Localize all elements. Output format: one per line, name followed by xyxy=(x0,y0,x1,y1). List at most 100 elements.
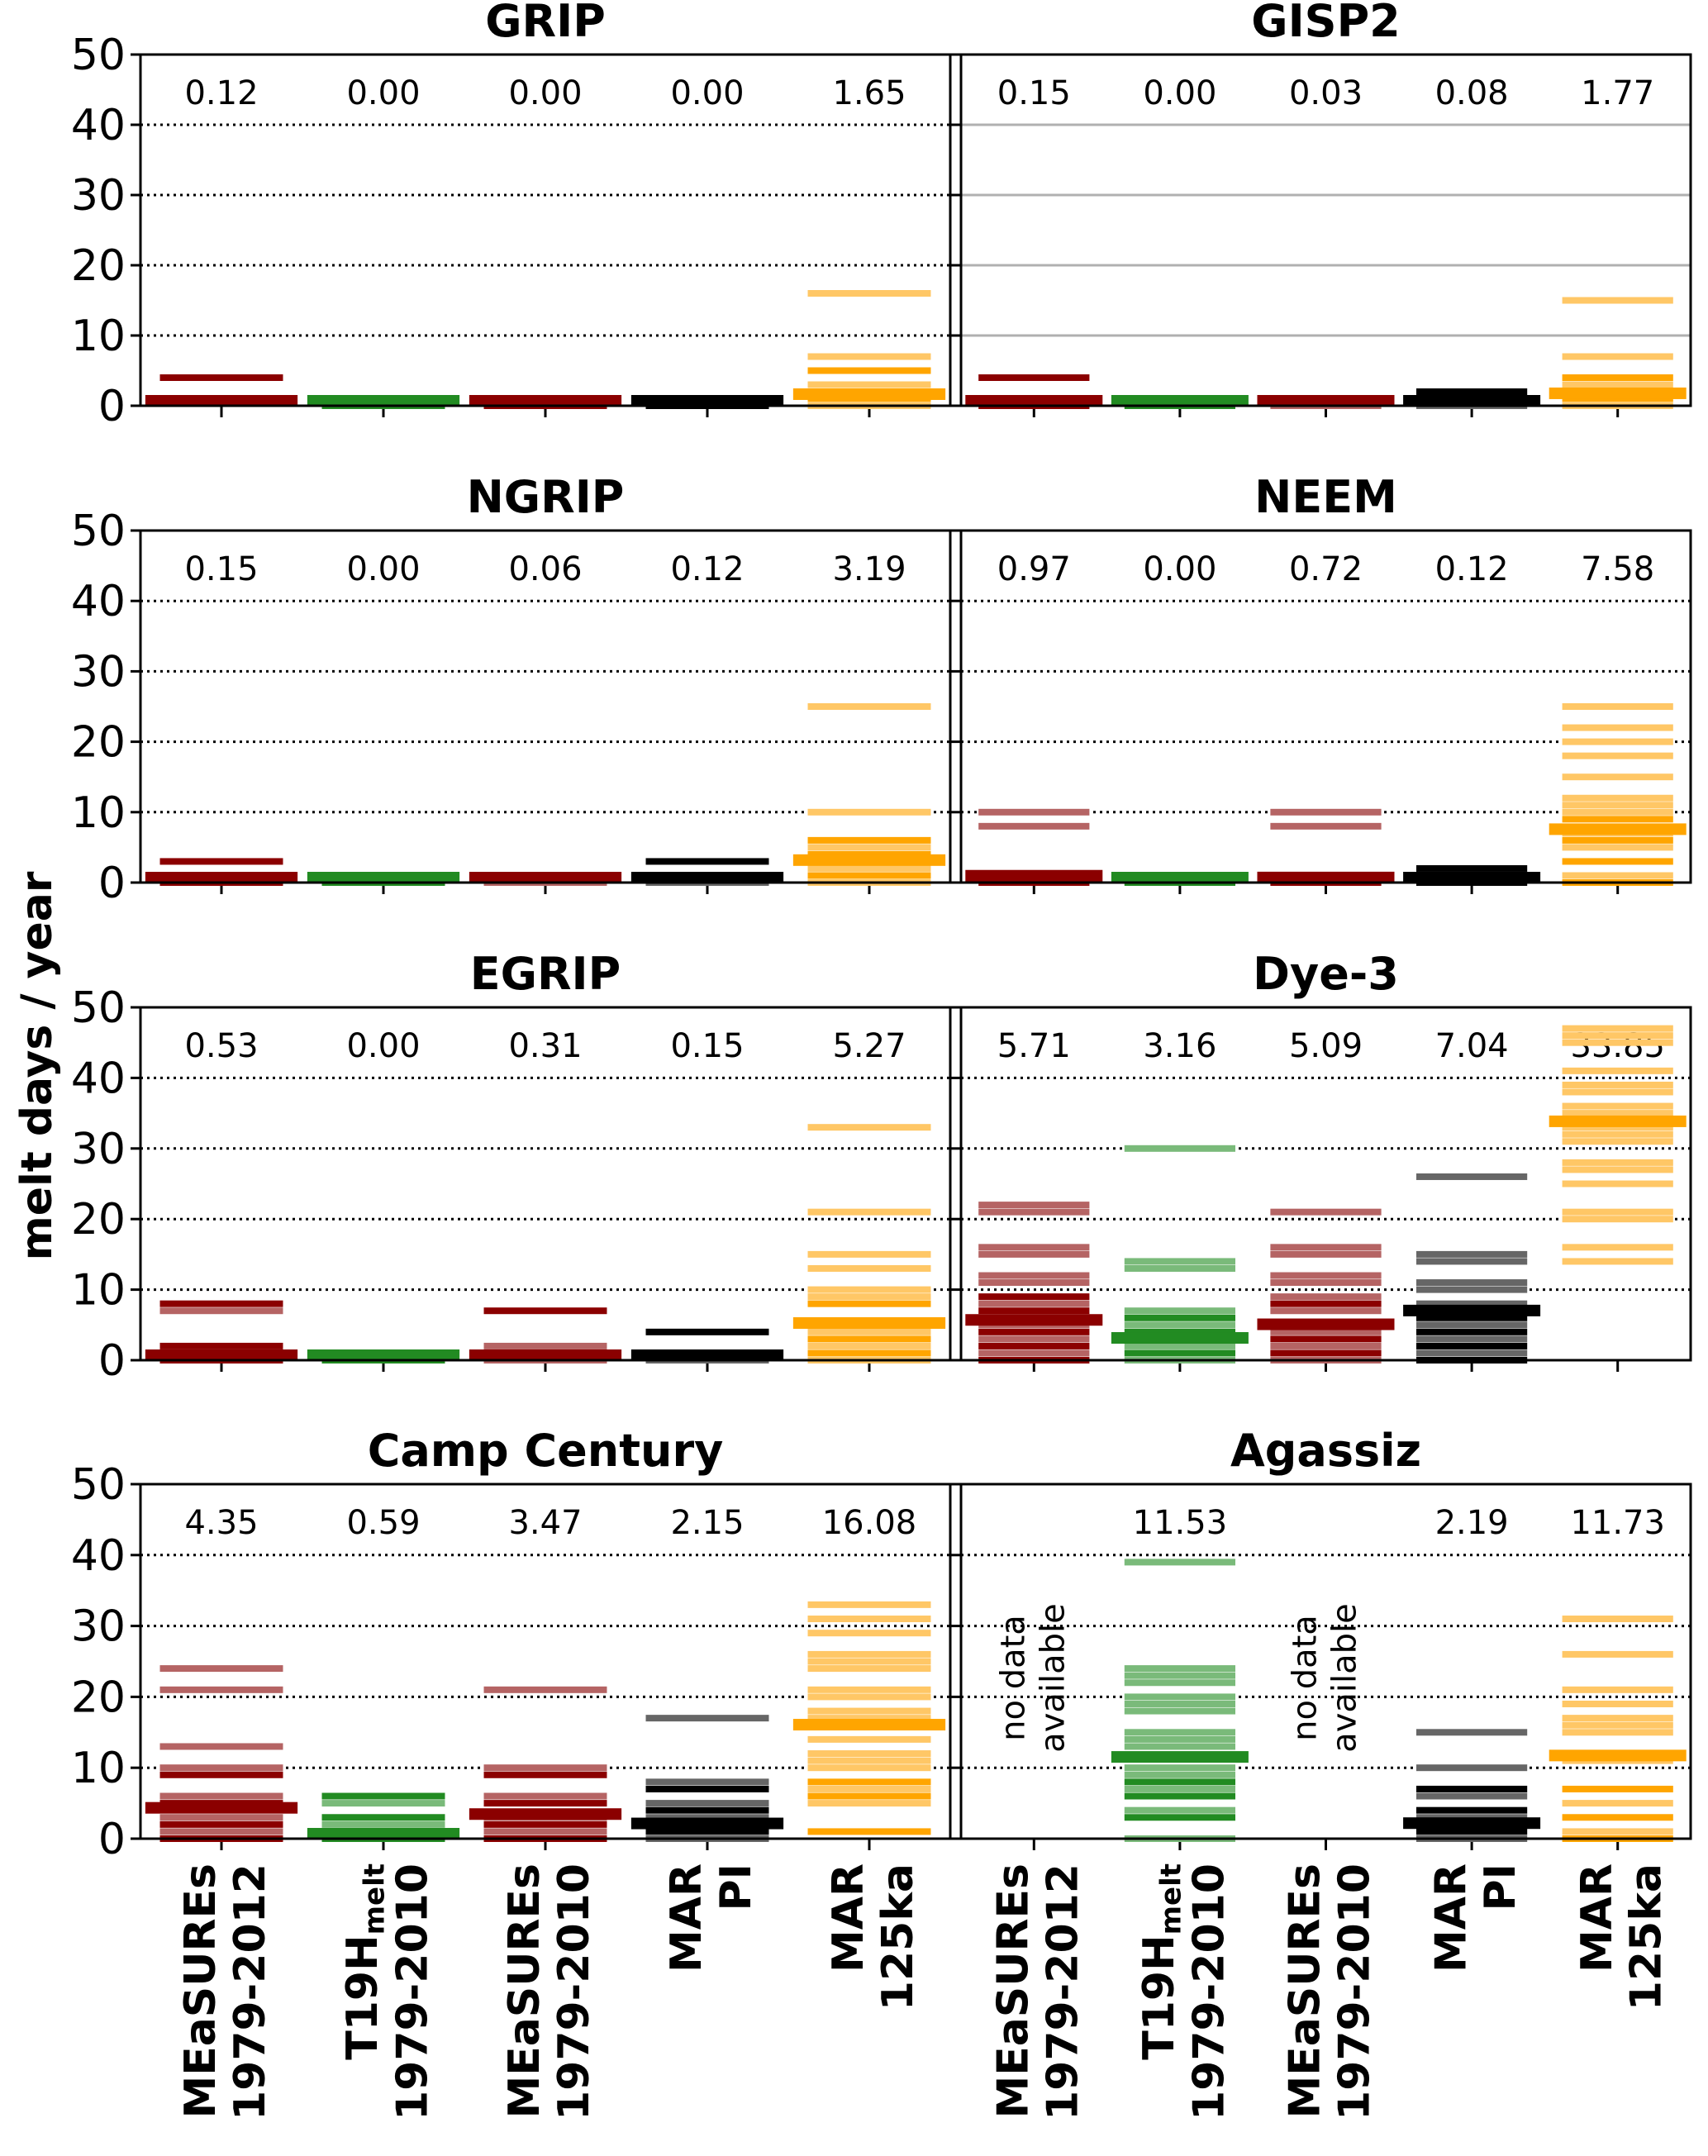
year-line xyxy=(978,822,1090,830)
year-line xyxy=(159,1686,283,1693)
year-line xyxy=(1124,1729,1236,1736)
mean-bar xyxy=(469,1349,622,1361)
plot-frame xyxy=(139,529,952,884)
mean-label: 5.27 xyxy=(832,1027,906,1065)
year-line xyxy=(807,1124,931,1131)
mean-label: 0.00 xyxy=(1143,550,1216,588)
year-line xyxy=(1415,1250,1528,1258)
year-line xyxy=(483,1764,607,1772)
year-line xyxy=(1124,1672,1236,1679)
mean-label: 0.53 xyxy=(184,1027,258,1065)
y-tick-label: 10 xyxy=(71,312,126,361)
y-tick-label: 30 xyxy=(71,647,126,697)
year-line xyxy=(1270,1328,1382,1335)
year-line xyxy=(1562,872,1673,879)
plot-frame xyxy=(959,1483,1692,1840)
year-line xyxy=(1415,1349,1528,1357)
year-line xyxy=(807,1616,931,1623)
mean-bar xyxy=(1403,1817,1541,1830)
year-line xyxy=(1562,808,1673,816)
year-line xyxy=(1415,1173,1528,1180)
y-tick-label: 0 xyxy=(98,1336,126,1386)
mean-bar xyxy=(469,872,622,883)
year-line xyxy=(1270,1293,1382,1301)
year-line xyxy=(483,1342,607,1349)
year-line xyxy=(807,1601,931,1608)
year-line xyxy=(1562,353,1673,360)
mean-bar xyxy=(1111,872,1249,883)
year-line xyxy=(807,1349,931,1357)
year-line xyxy=(1562,1159,1673,1166)
x-tick-label: MAR125ka xyxy=(1572,1863,1672,2011)
y-tick-label: 40 xyxy=(71,101,126,150)
year-line xyxy=(1415,388,1528,395)
mean-bar xyxy=(1549,1749,1687,1762)
year-line xyxy=(807,1264,931,1272)
year-line xyxy=(159,374,283,381)
mean-bar xyxy=(145,1801,298,1814)
year-line xyxy=(645,1778,769,1786)
year-line xyxy=(1124,1771,1236,1778)
year-line xyxy=(807,1650,931,1658)
year-line xyxy=(1562,1166,1673,1173)
mean-bar xyxy=(792,388,946,400)
mean-bar xyxy=(1403,1304,1541,1316)
year-line xyxy=(159,1342,283,1349)
year-line xyxy=(978,1272,1090,1279)
y-tick-label: 20 xyxy=(71,1673,126,1722)
panel-egrip: EGRIP 0 10 20 30 40 50 0.53 0.00 0.31 0.15 5.27 xyxy=(71,948,952,1386)
year-line xyxy=(978,1244,1090,1251)
year-line xyxy=(1124,1785,1236,1792)
year-line xyxy=(321,1792,445,1800)
mean-label: 3.16 xyxy=(1143,1027,1216,1065)
panel-grip: GRIP 0 10 20 30 40 50 0.12 0.00 0.00 0.00 1.65 xyxy=(71,0,952,431)
year-line xyxy=(1562,816,1673,823)
year-line xyxy=(1270,808,1382,816)
y-tick-label: 50 xyxy=(71,1460,126,1510)
year-line xyxy=(645,1328,769,1335)
no-data-label: no dataavailable xyxy=(994,1603,1072,1753)
year-line xyxy=(807,1328,931,1335)
panel-camp-century: Camp Century 0 10 20 30 40 50 4.35 0.59 3.47 2.15 1… xyxy=(71,1425,952,2120)
year-line xyxy=(1124,1264,1236,1272)
panel-title: GISP2 xyxy=(1251,0,1400,47)
year-line xyxy=(159,1820,283,1828)
mean-bar xyxy=(1111,1751,1249,1763)
year-line xyxy=(1562,1067,1673,1074)
mean-bar xyxy=(792,854,946,866)
panel-title: Dye-3 xyxy=(1253,948,1399,1000)
y-tick-label: 20 xyxy=(71,1195,126,1245)
mean-label: 0.00 xyxy=(346,550,420,588)
mean-bar xyxy=(1111,1332,1249,1345)
year-line xyxy=(807,1764,931,1772)
panel-neem: NEEM 0.97 0.00 0.72 0.12 7.58 xyxy=(951,471,1692,894)
panel-title: NEEM xyxy=(1254,471,1397,523)
year-line xyxy=(1270,1279,1382,1287)
y-axis-label: melt days / year xyxy=(12,871,62,1260)
mean-bar xyxy=(145,395,298,407)
year-line xyxy=(978,1300,1090,1307)
year-line xyxy=(1562,802,1673,809)
mean-bar xyxy=(1549,823,1687,835)
year-line xyxy=(807,1335,931,1343)
year-line xyxy=(1124,1679,1236,1687)
year-line xyxy=(1415,1785,1528,1792)
year-line xyxy=(1124,1321,1236,1329)
mean-label: 0.12 xyxy=(1435,550,1509,588)
panel-dye-3: Dye-35.71 3.16 5.09 7.04 33.85 xyxy=(951,948,1692,1372)
year-line xyxy=(807,367,931,374)
mean-label: 16.08 xyxy=(822,1504,917,1542)
year-line xyxy=(1562,724,1673,731)
panel-title: NGRIP xyxy=(467,471,625,523)
year-line xyxy=(807,1665,931,1673)
year-line xyxy=(1415,1321,1528,1329)
y-tick-label: 40 xyxy=(71,1531,126,1581)
panel-agassiz: Agassiz no dataavailable 11.53 no dataavail… xyxy=(951,1425,1692,2120)
mean-bar xyxy=(1403,395,1541,407)
mean-label: 0.03 xyxy=(1289,74,1363,112)
panel-gisp2: GISP2 0.15 0.00 0.03 0.08 1.77 xyxy=(951,0,1692,417)
year-line xyxy=(978,1279,1090,1287)
year-line xyxy=(1124,1342,1236,1349)
mean-bar xyxy=(1257,871,1395,883)
year-line xyxy=(1562,858,1673,865)
